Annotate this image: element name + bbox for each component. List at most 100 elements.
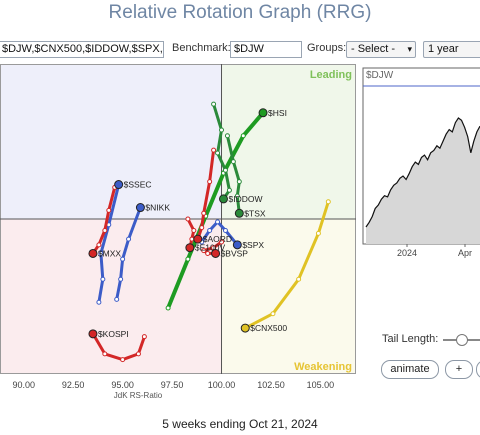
tail-point — [325, 199, 331, 205]
page-title: Relative Rotation Graph (RRG) — [108, 2, 372, 23]
tail-point — [102, 351, 108, 357]
tail-point — [219, 127, 225, 133]
tail-point — [114, 296, 120, 302]
x-tick-label: 90.00 — [12, 380, 35, 390]
slider-handle[interactable] — [456, 334, 468, 346]
djw-tick-label: Apr — [458, 248, 472, 258]
head-marker — [88, 248, 98, 258]
quadrant-label-leading: Leading — [310, 69, 352, 81]
djw-area — [366, 118, 480, 244]
djw-title: $DJW — [366, 70, 394, 81]
head-marker — [234, 208, 244, 218]
animate-button[interactable]: animate — [381, 360, 439, 379]
x-tick-label: 102.50 — [257, 380, 285, 390]
tail-point — [165, 305, 171, 311]
tail-length-slider[interactable] — [443, 334, 480, 346]
head-marker — [88, 329, 98, 339]
quadrant-weakening — [221, 219, 356, 374]
series-label: $NIKK — [145, 203, 170, 213]
tail-point — [226, 187, 232, 193]
tail-point — [222, 227, 228, 233]
head-marker — [114, 180, 124, 190]
series-label: $SSEC — [124, 180, 152, 190]
head-marker — [258, 108, 268, 118]
quadrant-leading — [221, 64, 356, 219]
tail-point — [120, 256, 126, 262]
tail-hsi — [166, 110, 265, 310]
tail-point — [234, 193, 240, 199]
tail-point — [135, 351, 141, 357]
tail-point — [102, 227, 108, 233]
period-select-value: 1 year — [428, 43, 459, 55]
quadrant-lagging — [0, 219, 222, 374]
series-label: $TSX — [244, 208, 266, 218]
head-marker — [211, 248, 221, 258]
tail-length-label: Tail Length: — [382, 333, 439, 345]
tail-point — [185, 216, 191, 222]
series-label: $AORD — [203, 234, 232, 244]
tail-point — [201, 248, 207, 254]
chevron-down-icon: ▾ — [407, 44, 412, 54]
djw-tick-label: 2024 — [397, 248, 417, 258]
head-marker — [135, 203, 145, 213]
x-tick-label: 100.00 — [208, 380, 236, 390]
tail-point — [96, 242, 102, 248]
tail-point — [106, 207, 112, 213]
tail-point — [185, 256, 191, 262]
tail-point — [100, 276, 106, 282]
tail-point — [189, 236, 195, 242]
x-tick-label: 92.50 — [62, 380, 85, 390]
benchmark-label: Benchmark: — [172, 42, 231, 54]
tail-point — [230, 159, 236, 165]
tail-point — [215, 150, 221, 156]
tail-point — [270, 311, 276, 317]
benchmark-input[interactable]: $DJW — [230, 41, 302, 58]
symbols-input[interactable]: $DJW,$CNX500,$IDDOW,$SPX,$MOEX,$SSEC — [0, 41, 164, 58]
tail-point — [126, 236, 132, 242]
footer-caption: 5 weeks ending Oct 21, 2024 — [162, 417, 318, 431]
tail-point — [191, 227, 197, 233]
rrg-chart: Leading Weakening 90.00 92.50 95.00 97.50 100… — [0, 64, 480, 400]
x-tick-label: 105.00 — [307, 380, 335, 390]
tail-point — [236, 179, 242, 185]
period-select[interactable]: 1 year ▾ — [423, 41, 480, 58]
tail-point — [224, 133, 230, 139]
tail-point — [222, 167, 228, 173]
series-label: $CNX500 — [250, 323, 287, 333]
head-marker — [185, 243, 195, 253]
plus-button[interactable]: + — [445, 360, 473, 379]
groups-select[interactable]: - Select - ▾ — [346, 41, 416, 58]
tail-point — [96, 299, 102, 305]
tail-point — [98, 250, 104, 256]
tail-point — [207, 227, 213, 233]
djw-price-line — [365, 117, 480, 228]
tail-point — [118, 276, 124, 282]
tail-point — [240, 133, 246, 139]
groups-select-value: - Select - — [351, 43, 396, 55]
head-marker — [193, 234, 203, 244]
tail-point — [296, 276, 302, 282]
series-label: $IDDOW — [228, 194, 262, 204]
tail-point — [315, 230, 321, 236]
series-label: $BVSP — [221, 248, 249, 258]
groups-label: Groups: — [307, 42, 347, 54]
head-marker — [232, 240, 242, 250]
tail-point — [211, 101, 217, 107]
series-label: $E100V — [195, 243, 226, 253]
quadrant-label-weakening: Weakening — [294, 361, 352, 373]
tail-point — [219, 239, 225, 245]
x-tick-label: 97.50 — [161, 380, 184, 390]
tail-point — [215, 219, 221, 225]
head-marker — [240, 323, 250, 333]
tail-point — [205, 250, 211, 256]
tail-point — [211, 147, 217, 153]
x-tick-label: 95.00 — [111, 380, 134, 390]
tail-point — [141, 334, 147, 340]
series-label: $KOSPI — [98, 329, 129, 339]
tail-point — [120, 357, 126, 363]
quadrant-improving — [0, 64, 222, 219]
series-label: $HSI — [268, 108, 287, 118]
head-marker — [218, 194, 228, 204]
tail-point — [201, 210, 207, 216]
x-axis-label: JdK RS-Ratio — [114, 391, 163, 400]
